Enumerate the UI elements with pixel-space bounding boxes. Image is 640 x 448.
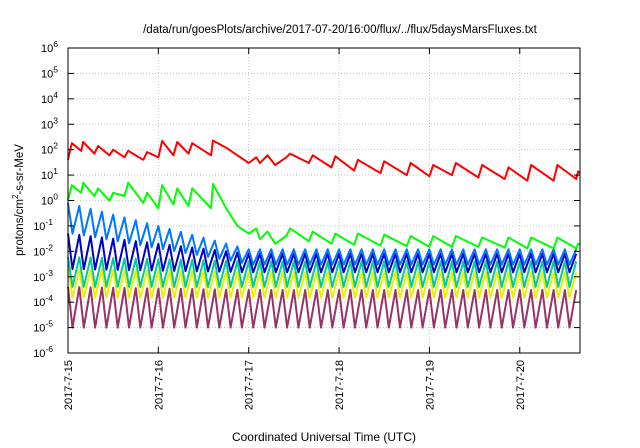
y-tick-label: 10-4: [33, 293, 53, 309]
chart-title: /data/run/goesPlots/archive/2017-07-20/1…: [143, 24, 538, 36]
y-axis-ticks: 10-6 10-5 10-4 10-3 10-2 10-1 100 101 102 103 104 1…: [33, 39, 580, 360]
series-line: [67, 202, 578, 266]
y-axis-label-pre: protons/cm: [14, 199, 26, 256]
series-line: [67, 256, 578, 288]
x-tick-label: 2017-7-19: [424, 360, 436, 410]
x-tick-label: 2017-7-15: [63, 360, 75, 410]
y-tick-label: 10-3: [33, 268, 53, 284]
y-tick-label: 10-1: [33, 217, 53, 233]
series-line: [67, 286, 578, 329]
x-tick-label: 2017-7-18: [334, 360, 346, 410]
y-tick-label: 102: [41, 141, 58, 157]
series-line: [67, 233, 578, 274]
y-tick-label: 10-6: [33, 344, 53, 360]
x-axis-ticks: 2017-7-15 2017-7-16 2017-7-17 2017-7-18 2017…: [63, 48, 527, 410]
x-tick-label: 2017-7-20: [515, 360, 527, 410]
x-tick-label: 2017-7-17: [244, 360, 256, 410]
x-axis-label: Coordinated Universal Time (UTC): [232, 430, 416, 444]
y-axis-label-post: -s-sr-MeV: [14, 144, 26, 195]
y-axis-label: protons/cm2-s-sr-MeV: [11, 144, 26, 256]
series-line: [67, 268, 578, 299]
series-line: [67, 139, 581, 182]
y-tick-label: 105: [41, 64, 58, 80]
series-line: [67, 181, 581, 250]
y-tick-label: 103: [41, 115, 58, 131]
y-tick-label: 100: [41, 192, 58, 208]
y-tick-label: 106: [41, 39, 58, 55]
y-tick-label: 104: [41, 90, 58, 106]
y-tick-label: 101: [41, 166, 58, 182]
y-tick-label: 10-2: [33, 242, 53, 258]
y-tick-label: 10-5: [33, 319, 53, 335]
y-axis-label-sup: 2: [11, 194, 20, 199]
x-tick-label: 2017-7-16: [153, 360, 165, 410]
data-series: [67, 139, 581, 329]
